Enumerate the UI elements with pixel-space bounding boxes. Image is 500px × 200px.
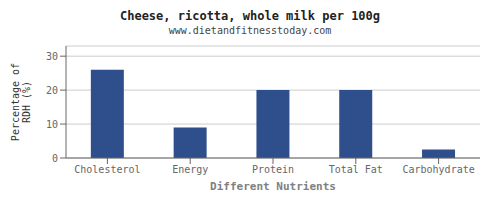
svg-text:Different Nutrients: Different Nutrients (210, 180, 336, 192)
svg-text:10: 10 (46, 119, 58, 130)
svg-text:0: 0 (52, 153, 58, 164)
svg-text:Cholesterol: Cholesterol (74, 164, 140, 175)
svg-text:Total Fat: Total Fat (329, 164, 383, 175)
svg-text:Protein: Protein (252, 164, 294, 175)
html-text:www.dietandfitnesstoday.com: www.dietandfitnesstoday.com (168, 25, 332, 36)
html-text:Cheese, ricotta, whole milk pe: Cheese, ricotta, whole milk per 100g (120, 9, 380, 23)
svg-text:Carbohydrate: Carbohydrate (402, 164, 474, 175)
svg-text:20: 20 (46, 85, 58, 96)
svg-text:Percentage ofRDH (%): Percentage ofRDH (%) (9, 63, 31, 141)
svg-text:30: 30 (46, 51, 58, 62)
svg-text:Energy: Energy (172, 164, 208, 175)
